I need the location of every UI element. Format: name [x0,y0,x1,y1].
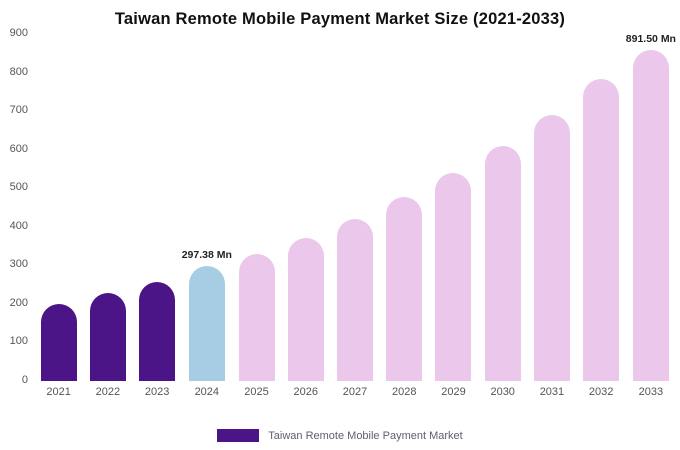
x-tick-label: 2025 [244,386,269,398]
y-tick-label: 600 [9,142,28,155]
x-tick-label: 2032 [588,386,614,398]
legend-swatch [217,429,260,442]
bar [533,115,570,381]
bar-chart: 0 100 200 300 400 500 600 700 800 900 2021 2022 202… [0,27,680,403]
bar-column: 2026 [281,33,330,403]
chart-title: Taiwan Remote Mobile Payment Market Size… [114,10,566,28]
y-tick-label: 100 [9,335,28,348]
y-axis: 0 100 200 300 400 500 600 700 800 900 [0,27,30,403]
x-tick-label: 2021 [46,386,71,398]
x-tick-label: 2027 [342,386,368,398]
bar [386,197,423,381]
bar-column: 2025 [232,33,281,403]
bar-value-label: 891.50 Mn [625,33,676,45]
bar-column: 2032 [577,33,626,403]
bar-column: 2022 [83,33,132,403]
x-tick-label: 2023 [144,386,170,398]
y-tick-label: 400 [9,219,28,232]
legend: Taiwan Remote Mobile Payment Market [0,429,680,442]
bar-column: 891.50 Mn 2033 [626,33,676,403]
y-tick-label: 800 [9,65,28,78]
bar [40,304,77,381]
legend-label: Taiwan Remote Mobile Payment Market [268,429,463,442]
bar-column: 2027 [330,33,379,403]
x-tick-label: 2031 [539,386,565,398]
bar-value-label: 297.38 Mn [181,249,232,261]
bar [583,79,620,381]
x-tick-label: 2024 [194,386,220,398]
bar-column: 2021 [34,33,83,403]
bar [188,266,225,381]
y-tick-label: 300 [9,258,28,271]
x-tick-label: 2022 [95,386,121,398]
bar [632,50,669,381]
bar-column: 2023 [132,33,181,403]
x-tick-label: 2030 [490,386,515,398]
bar [89,293,126,381]
bar-column: 2029 [429,33,478,403]
bar-column: 2028 [380,33,429,403]
bar-column: 2030 [478,33,527,403]
y-tick-label: 200 [9,296,28,309]
bar-column: 2031 [527,33,576,403]
x-tick-label: 2029 [441,386,466,398]
plot-area: 2021 2022 2023 297.38 Mn 2024 2025 2026 2027 202… [34,33,676,403]
y-tick-label: 700 [9,104,28,117]
x-tick-label: 2028 [391,386,417,398]
bar [238,254,275,381]
y-tick-label: 900 [9,27,28,39]
bar-column: 297.38 Mn 2024 [182,33,232,403]
y-tick-label: 0 [21,374,28,386]
x-tick-label: 2026 [293,386,318,398]
bar [336,219,373,381]
y-tick-label: 500 [9,181,28,194]
x-tick-label: 2033 [638,386,664,398]
bar [435,173,472,381]
bar [139,282,176,381]
bar [484,146,521,381]
bar [287,238,324,381]
